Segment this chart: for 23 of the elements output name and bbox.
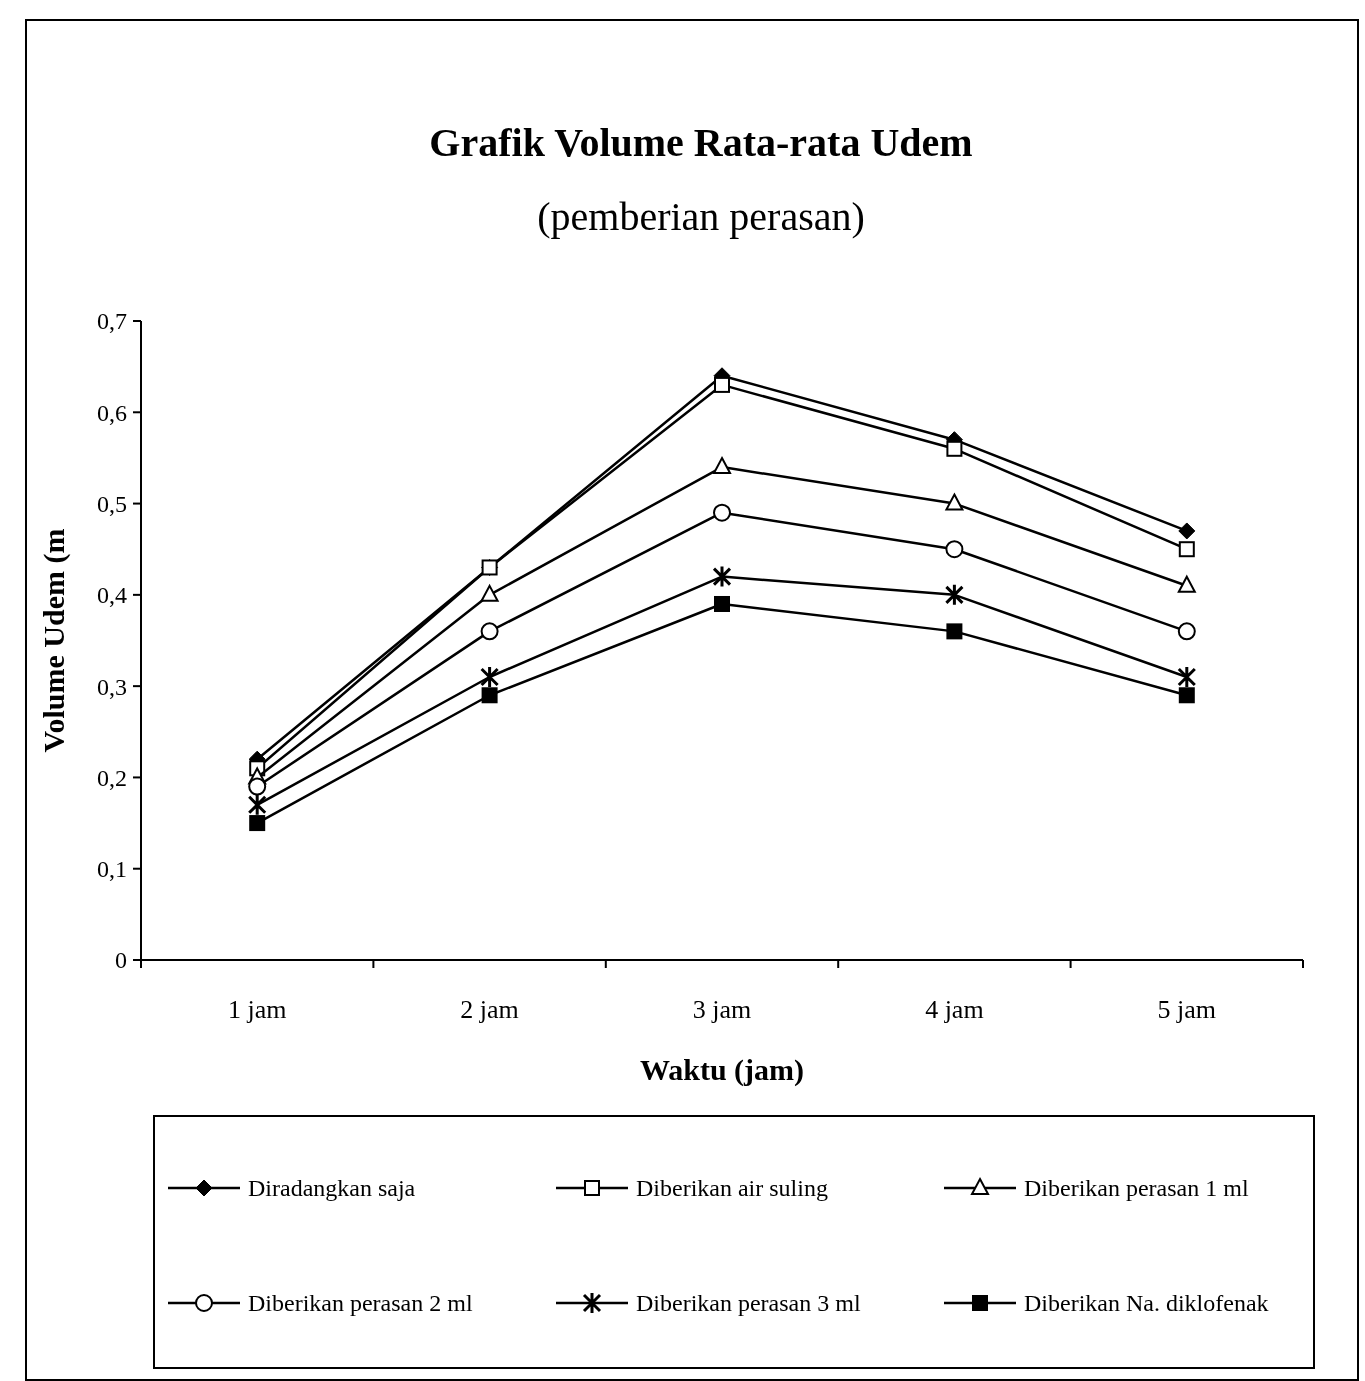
chart-title: Grafik Volume Rata-rata Udem [429,120,973,165]
x-tick-label: 1 jam [227,995,287,1024]
x-tick-label: 5 jam [1157,995,1217,1024]
legend-label: Diberikan Na. diklofenak [1024,1290,1269,1317]
legend-label: Diberikan perasan 3 ml [636,1290,861,1317]
y-tick-label: 0,5 [97,490,127,517]
legend-label: Diberikan perasan 1 ml [1024,1175,1249,1202]
x-tick-label: 4 jam [925,995,984,1024]
x-axis-title: Waktu (jam) [639,1053,805,1087]
chart-subtitle: (pemberian perasan) [537,194,865,239]
y-tick-label: 0 [115,947,127,974]
y-tick-label: 0,3 [97,673,127,700]
legend-label: Diberikan perasan 2 ml [248,1290,473,1317]
x-tick-label: 3 jam [692,995,752,1024]
y-tick-label: 0,2 [97,764,127,791]
y-tick-label: 0,4 [97,582,127,609]
y-tick-label: 0,1 [97,856,127,883]
y-tick-label: 0,7 [97,308,127,335]
y-axis-title: Volume Udem (m [37,528,71,753]
legend-label: Diberikan air suling [636,1175,828,1202]
x-tick-label: 2 jam [460,995,519,1024]
y-tick-label: 0,6 [97,399,127,426]
legend-label: Diradangkan saja [248,1175,416,1202]
